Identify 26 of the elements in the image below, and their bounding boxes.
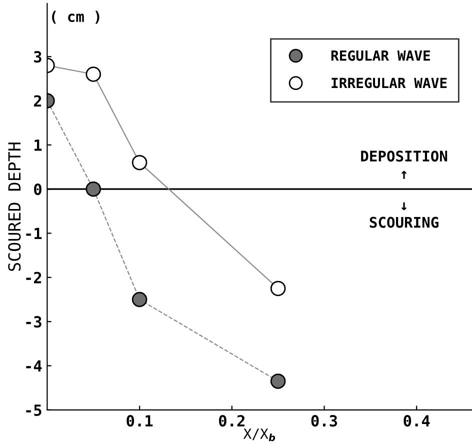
y-tick-label: 3 xyxy=(34,51,42,63)
y-tick-label: 2 xyxy=(34,95,42,107)
y-tick-label: 0 xyxy=(34,184,42,196)
annotation: ↓ SCOURING xyxy=(370,202,438,228)
x-tick-label: 0.4 xyxy=(404,415,430,427)
y-tick-label: -5 xyxy=(26,404,42,416)
x-tick-label: 0.3 xyxy=(311,415,338,427)
annotation: ( cm ) xyxy=(52,10,100,24)
x-axis-title: X/X$_{b}$ xyxy=(243,428,276,442)
point xyxy=(270,280,286,296)
y-tick-label: -3 xyxy=(26,316,42,328)
legend-label: REGULAR WAVE xyxy=(331,50,430,61)
annotation: DEPOSITION ↑ xyxy=(361,150,448,179)
legend-label: IRREGULAR WAVE xyxy=(332,78,447,88)
x-tick-label: 0.2 xyxy=(219,415,244,427)
y-tick-label: -2 xyxy=(26,272,42,284)
point xyxy=(86,66,102,82)
point xyxy=(132,292,148,308)
y-tick-label: -1 xyxy=(26,228,42,240)
y-tick-label: 1 xyxy=(34,140,42,151)
point xyxy=(132,154,148,170)
point xyxy=(86,181,102,197)
x-tick-label: 0.1 xyxy=(126,415,153,427)
y-tick-label: -4 xyxy=(26,360,42,372)
y-axis-title: SCOURED DEPTH xyxy=(8,142,21,271)
point xyxy=(270,374,286,389)
